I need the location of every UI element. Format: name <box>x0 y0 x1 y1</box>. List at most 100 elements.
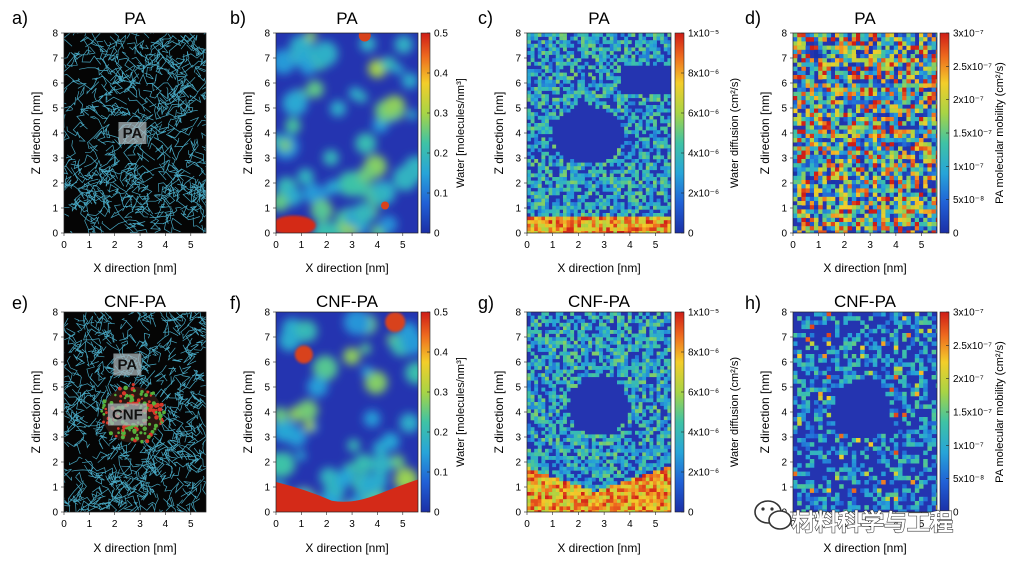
heatmap-cell <box>818 146 823 151</box>
heatmap-cell <box>660 216 665 221</box>
heatmap-cell <box>584 90 589 95</box>
heatmap-cell <box>584 344 589 349</box>
heatmap-cell <box>617 380 621 385</box>
heatmap-cell <box>935 87 937 93</box>
heatmap-cell <box>588 463 593 468</box>
heatmap-cell <box>627 202 632 207</box>
heatmap-cell <box>581 177 585 181</box>
cnf-atom <box>133 438 137 443</box>
heatmap-cell <box>613 198 618 203</box>
heatmap-cell <box>864 66 869 72</box>
heatmap-cell <box>818 226 823 231</box>
heatmap-cell <box>627 51 632 55</box>
x-tick-label: 0 <box>61 240 67 251</box>
inset-label-bg <box>118 122 147 144</box>
heatmap-cell <box>660 420 665 424</box>
heatmap-cell <box>663 402 668 406</box>
heatmap-cell <box>631 481 636 486</box>
heatmap-cell <box>927 312 932 317</box>
heatmap-cell <box>552 36 557 41</box>
heatmap-cell <box>541 223 546 228</box>
heatmap-cell <box>563 398 567 403</box>
heatmap-cell <box>527 391 531 396</box>
heatmap-cell <box>609 162 614 167</box>
heatmap-cell <box>898 196 903 202</box>
heatmap-cell <box>577 484 582 489</box>
heatmap-cell <box>826 70 832 76</box>
heatmap-cell <box>620 216 625 221</box>
heatmap-cell <box>534 409 539 414</box>
heatmap-cell <box>851 66 857 72</box>
heatmap-cell <box>599 169 603 174</box>
heatmap-cell <box>881 83 886 88</box>
heatmap-cell <box>856 58 861 63</box>
heatmap-cell <box>872 108 878 114</box>
heatmap-cell <box>570 101 575 106</box>
heatmap-cell <box>653 97 657 102</box>
heatmap-cell <box>631 416 636 421</box>
heatmap-cell <box>527 423 531 428</box>
heatmap-cell <box>638 463 643 468</box>
heatmap-cell <box>559 58 564 63</box>
heatmap-cell <box>839 230 844 233</box>
heatmap-cell <box>555 223 560 228</box>
heatmap-cell <box>801 184 806 189</box>
heatmap-cell <box>818 117 823 122</box>
heatmap-cell <box>627 223 632 228</box>
heatmap-cell <box>663 97 668 102</box>
heatmap-cell <box>563 105 567 109</box>
heatmap-cell <box>566 384 571 388</box>
density-blob <box>371 453 393 475</box>
heatmap-cell <box>822 213 827 219</box>
heatmap-cell <box>527 376 531 381</box>
cnf-atom <box>140 389 144 394</box>
heatmap-cell <box>534 355 539 360</box>
heatmap-cell <box>923 41 928 46</box>
heatmap-cell <box>642 452 647 457</box>
heatmap-cell <box>541 126 546 131</box>
heatmap-cell <box>602 54 607 59</box>
heatmap-cell <box>591 502 596 507</box>
heatmap-cell <box>620 169 625 174</box>
heatmap-cell <box>624 180 629 185</box>
heatmap-cell <box>851 33 857 38</box>
heatmap-cell <box>552 391 557 396</box>
heatmap-cell <box>847 226 853 231</box>
heatmap-cell <box>602 184 607 189</box>
colorbar-gradient <box>674 32 685 234</box>
heatmap-cell <box>931 79 937 84</box>
heatmap-cell <box>620 97 625 102</box>
heatmap-cell <box>656 223 661 228</box>
heatmap-cell <box>627 40 632 45</box>
heatmap-cell <box>534 459 539 464</box>
heatmap-cell <box>660 227 665 232</box>
heatmap-cell <box>638 326 643 331</box>
heatmap-cell <box>906 79 911 84</box>
heatmap-cell <box>885 62 890 67</box>
heatmap-cell <box>898 121 903 126</box>
cnf-atom <box>143 432 147 435</box>
heatmap-cell <box>537 209 542 214</box>
heatmap-cell <box>935 66 937 72</box>
heatmap-cell <box>649 227 654 232</box>
heatmap-cell <box>793 213 798 219</box>
panel-letter: h) <box>745 293 761 313</box>
heatmap-cell <box>541 177 546 181</box>
heatmap-cell <box>631 441 636 446</box>
heatmap-cell <box>627 438 632 442</box>
heatmap-cell <box>577 227 582 232</box>
heatmap-cell <box>923 142 928 147</box>
heatmap-cell <box>851 201 857 206</box>
heatmap-cell <box>595 33 600 37</box>
heatmap-cell <box>548 340 553 345</box>
heatmap-cell <box>868 167 874 172</box>
heatmap-cell <box>537 213 542 217</box>
heatmap-cell <box>609 502 614 507</box>
heatmap-cell <box>864 112 869 118</box>
heatmap-cell <box>793 167 798 172</box>
heatmap-cell <box>537 477 542 482</box>
heatmap-cell <box>660 58 665 63</box>
heatmap-cell <box>893 138 899 143</box>
heatmap-cell <box>793 75 798 80</box>
heatmap-cell <box>851 337 857 342</box>
